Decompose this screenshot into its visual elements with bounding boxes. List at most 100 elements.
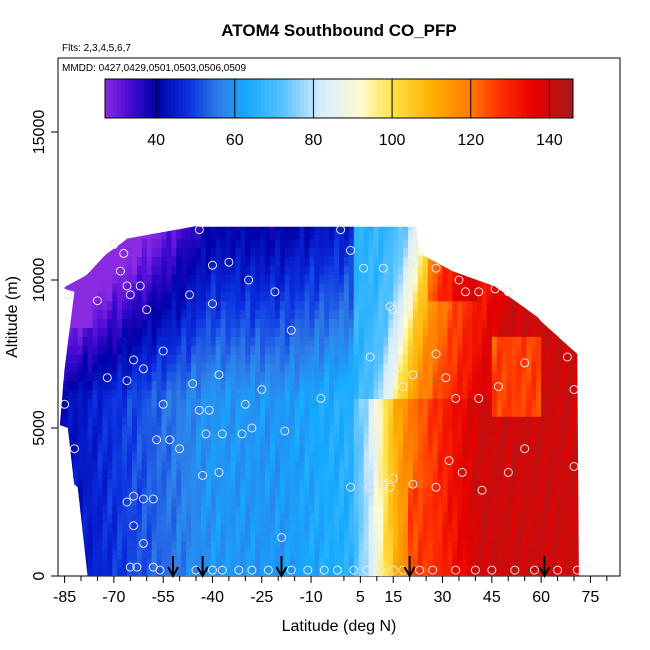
field-cell: [452, 371, 458, 382]
field-cell: [171, 345, 177, 355]
field-cell: [324, 229, 330, 240]
field-cell: [117, 398, 123, 408]
colorbar-segment: [452, 79, 457, 118]
field-cell: [348, 549, 355, 559]
field-cell: [161, 487, 168, 497]
field-cell: [299, 327, 306, 337]
field-cell: [462, 469, 468, 479]
field-cell: [97, 371, 103, 382]
field-cell: [388, 274, 394, 284]
field-cell: [373, 522, 380, 533]
field-cell: [161, 247, 168, 257]
field-cell: [531, 451, 537, 462]
field-cell: [486, 531, 493, 542]
field-cell: [220, 549, 227, 559]
field-cell: [511, 300, 518, 311]
field-cell: [215, 371, 222, 382]
field-cell: [92, 291, 99, 302]
field-cell: [324, 309, 330, 320]
field-cell: [348, 513, 355, 524]
field-cell: [92, 522, 99, 533]
field-cell: [516, 513, 522, 524]
field-cell: [481, 567, 488, 576]
field-cell: [210, 371, 217, 382]
field-cell: [575, 504, 579, 515]
colorbar-segment: [124, 79, 129, 118]
field-cell: [166, 487, 172, 497]
field-cell: [141, 380, 148, 391]
field-cell: [181, 442, 187, 453]
field-cell: [151, 336, 158, 346]
field-cell: [200, 265, 207, 275]
field-cell: [339, 531, 345, 542]
field-cell: [265, 256, 271, 266]
field-cell: [388, 451, 394, 462]
field-cell: [210, 416, 217, 426]
colorbar-segment: [342, 79, 348, 118]
field-cell: [196, 531, 202, 542]
colorbar-segment: [237, 79, 242, 118]
field-cell: [82, 487, 89, 497]
field-cell: [417, 425, 424, 435]
field-cell: [452, 336, 458, 346]
field-cell: [570, 354, 577, 364]
field-cell: [131, 398, 138, 408]
field-cell: [67, 380, 74, 391]
field-cell: [324, 336, 330, 346]
field-cell: [220, 451, 227, 462]
field-cell: [92, 309, 99, 320]
field-cell: [87, 460, 94, 471]
field-cell: [412, 229, 419, 240]
field-cell: [245, 274, 251, 284]
field-cell: [501, 345, 508, 355]
field-cell: [398, 354, 404, 364]
field-cell: [176, 354, 182, 364]
field-cell: [156, 540, 163, 550]
field-cell: [304, 327, 311, 337]
field-cell: [117, 345, 123, 355]
field-cell: [324, 504, 330, 515]
field-cell: [486, 567, 493, 576]
field-cell: [363, 238, 370, 249]
field-cell: [506, 531, 513, 542]
field-cell: [279, 274, 286, 284]
field-cell: [314, 274, 320, 284]
field-cell: [467, 354, 473, 364]
field-cell: [171, 380, 177, 391]
field-cell: [131, 389, 138, 399]
field-cell: [521, 549, 527, 559]
field-cell: [309, 256, 315, 266]
field-cell: [117, 558, 123, 568]
field-cell: [516, 380, 522, 391]
field-cell: [398, 460, 404, 471]
field-cell: [378, 256, 384, 266]
field-cell: [432, 513, 439, 524]
field-cell: [220, 318, 227, 328]
field-cell: [240, 567, 246, 576]
field-cell: [408, 327, 414, 337]
field-cell: [536, 416, 542, 426]
field-cell: [161, 451, 168, 462]
field-cell: [127, 513, 133, 524]
field-cell: [215, 327, 222, 337]
field-cell: [472, 469, 478, 479]
field-cell: [541, 549, 547, 559]
field-cell: [102, 282, 108, 293]
field-cell: [403, 238, 409, 249]
field-cell: [393, 398, 399, 408]
field-cell: [368, 309, 375, 320]
field-cell: [215, 442, 222, 453]
field-cell: [72, 398, 79, 408]
field-cell: [319, 442, 325, 453]
field-cell: [339, 247, 345, 257]
field-cell: [97, 265, 103, 275]
field-cell: [437, 496, 444, 506]
colorbar-segment: [292, 79, 297, 118]
field-cell: [462, 354, 468, 364]
field-cell: [343, 362, 350, 373]
sample-point: [139, 494, 148, 504]
field-cell: [437, 513, 444, 524]
field-cell: [319, 256, 325, 266]
field-cell: [432, 451, 439, 462]
field-cell: [112, 478, 118, 488]
